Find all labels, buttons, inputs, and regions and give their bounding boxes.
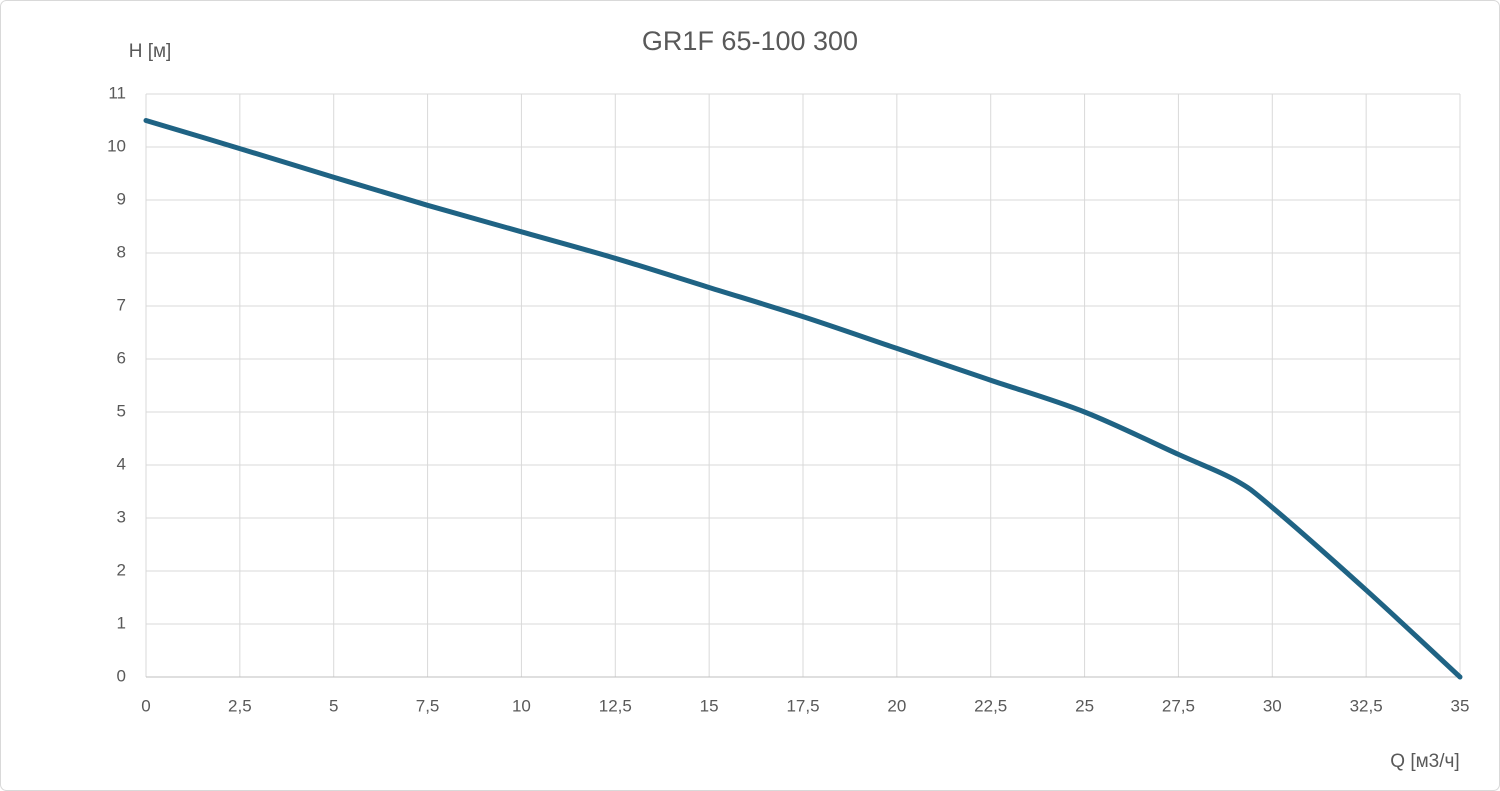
x-tick-label: 25 [1075, 696, 1094, 715]
y-tick-label: 10 [107, 136, 126, 155]
y-tick-label: 6 [117, 348, 126, 367]
x-tick-label: 12,5 [599, 696, 632, 715]
y-tick-label: 11 [108, 83, 126, 102]
x-axis-label: Q [м3/ч] [1390, 751, 1459, 772]
y-tick-label: 3 [117, 507, 126, 526]
x-tick-label: 15 [700, 696, 719, 715]
x-tick-label: 17,5 [786, 696, 819, 715]
chart-title: GR1F 65-100 300 [642, 26, 858, 56]
x-tick-label: 35 [1451, 696, 1470, 715]
x-tick-label: 22,5 [974, 696, 1007, 715]
y-tick-label: 0 [117, 666, 126, 685]
y-tick-label: 1 [117, 613, 126, 632]
y-tick-label: 2 [117, 560, 126, 579]
x-tick-label: 2,5 [228, 696, 252, 715]
x-tick-label: 10 [512, 696, 531, 715]
y-tick-label: 4 [117, 454, 126, 473]
data-line [143, 118, 1463, 680]
y-axis-label: H [м] [129, 41, 172, 62]
y-tick-label: 8 [117, 242, 126, 261]
y-tick-label: 9 [117, 189, 126, 208]
x-tick-label: 32,5 [1350, 696, 1383, 715]
x-tick-label: 7,5 [416, 696, 440, 715]
y-tick-label: 7 [117, 295, 126, 314]
x-tick-label: 0 [141, 696, 150, 715]
y-tick-label: 5 [117, 401, 126, 420]
x-tick-label: 5 [329, 696, 338, 715]
x-tick-label: 30 [1263, 696, 1282, 715]
x-tick-label: 27,5 [1162, 696, 1195, 715]
x-tick-label: 20 [887, 696, 906, 715]
